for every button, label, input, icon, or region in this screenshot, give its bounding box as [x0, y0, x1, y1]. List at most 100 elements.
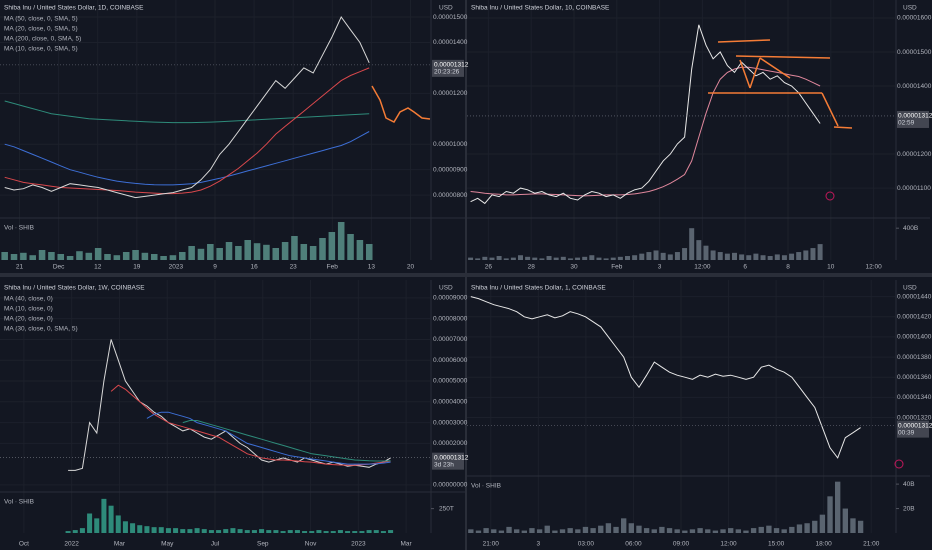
x-tick-label: Sep [257, 541, 269, 548]
volume-bar [207, 244, 214, 260]
volume-bar [150, 254, 158, 260]
volume-bar [94, 518, 100, 533]
volume-bar [514, 529, 520, 533]
volume-bar [122, 521, 128, 533]
y-tick-label: 0.00001400 [897, 83, 932, 90]
volume-bar [291, 236, 298, 260]
vol-tick-label: 20B [903, 505, 915, 512]
last-price-label: 0.00001312 [898, 422, 932, 429]
volume-bar [728, 528, 734, 533]
volume-bar [613, 526, 619, 533]
volume-bar [151, 527, 157, 533]
price-line [470, 24, 821, 205]
price-line [470, 296, 861, 459]
volume-bar [518, 255, 523, 260]
y-tick-label: 0.00001420 [897, 314, 932, 321]
volume-bar [552, 530, 558, 533]
volume-bar [724, 253, 730, 260]
x-tick-label: 23 [290, 264, 298, 271]
volume-bar [365, 244, 373, 260]
volume-bar [144, 526, 150, 533]
volume-bar [553, 257, 559, 260]
y-tick-label: 0.00004000 [433, 399, 468, 406]
volume-label: Vol · SHIB [471, 483, 501, 490]
event-marker [894, 459, 904, 469]
x-tick-label: Feb [327, 264, 339, 271]
volume-bar [781, 529, 787, 533]
volume-bar [674, 529, 680, 533]
x-tick-label: 28 [528, 264, 536, 271]
volume-bar [216, 530, 222, 533]
chart-title: Shiba Inu / United States Dollar, 1D, CO… [4, 5, 144, 12]
volume-bar [732, 252, 737, 260]
x-tick-label: 12:00 [720, 541, 737, 548]
volume-bar [774, 254, 780, 260]
volume-bar [173, 528, 179, 533]
volume-bar [330, 531, 336, 533]
volume-bar [468, 257, 474, 260]
volume-bar [356, 240, 364, 260]
volume-label: Vol · SHIB [4, 499, 34, 506]
x-tick-label: 20 [407, 264, 415, 271]
last-price-label: 0.00001312 [434, 454, 469, 461]
volume-bar [503, 258, 509, 260]
price-line [146, 411, 391, 465]
volume-bar [810, 248, 816, 260]
chart-title: Shiba Inu / United States Dollar, 1W, CO… [4, 285, 145, 292]
volume-bar [510, 257, 516, 260]
volume-bar [38, 250, 46, 260]
volume-bar [57, 254, 65, 260]
volume-bar [539, 258, 545, 260]
y-tick-label: 0.00001320 [897, 414, 932, 421]
x-tick-label: 19 [133, 264, 141, 271]
price-line [4, 100, 370, 124]
volume-bar [796, 252, 802, 260]
volume-bar [251, 530, 257, 533]
volume-bar [337, 222, 345, 260]
volume-bar [158, 527, 164, 533]
volume-bar [237, 529, 243, 533]
volume-bar [165, 528, 171, 533]
volume-bar [735, 529, 741, 533]
x-tick-label: 18:00 [816, 541, 833, 548]
volume-bar [337, 530, 343, 533]
y-tick-label: 0.00001600 [897, 15, 932, 22]
volume-bar [682, 530, 688, 533]
x-tick-label: May [161, 541, 174, 548]
x-tick-label: 2023 [169, 264, 184, 271]
x-tick-label: 21:00 [863, 541, 880, 548]
volume-bar [710, 250, 716, 260]
volume-bar [598, 525, 604, 533]
volume-bar [625, 256, 630, 260]
volume-bar [115, 515, 121, 533]
y-tick-label: 0.00001360 [897, 374, 932, 381]
volume-bar [773, 528, 780, 533]
legend-entry: MA (200, close, 0, SMA, 5) [4, 36, 81, 43]
volume-bar [559, 529, 566, 533]
volume-bar [281, 242, 289, 260]
volume-bar [789, 253, 795, 260]
y-tick-label: 0.00001500 [433, 14, 468, 21]
volume-bar [521, 530, 527, 533]
volume-bar [850, 518, 856, 533]
volume-bar [697, 528, 703, 533]
y-tick-label: 0.00009000 [433, 295, 468, 302]
x-tick-label: 9 [213, 264, 217, 271]
volume-bar [639, 253, 645, 260]
volume-bar [352, 531, 358, 533]
x-tick-label: Mar [401, 541, 413, 548]
x-tick-label: 21 [16, 264, 24, 271]
volume-bar [208, 530, 214, 533]
last-price-box [897, 110, 929, 128]
x-tick-label: 13 [368, 264, 376, 271]
legend-entry: MA (20, close, 0, SMA, 5) [4, 26, 78, 33]
volume-bar [475, 530, 482, 533]
x-tick-label: 15:00 [768, 541, 785, 548]
volume-bar [323, 531, 329, 533]
x-tick-label: 12:00 [694, 264, 711, 271]
volume-bar [546, 256, 552, 260]
trend-drawings [708, 39, 853, 129]
volume-bar [169, 255, 177, 260]
y-tick-label: 0.00001200 [897, 151, 932, 158]
volume-bar [272, 248, 280, 260]
